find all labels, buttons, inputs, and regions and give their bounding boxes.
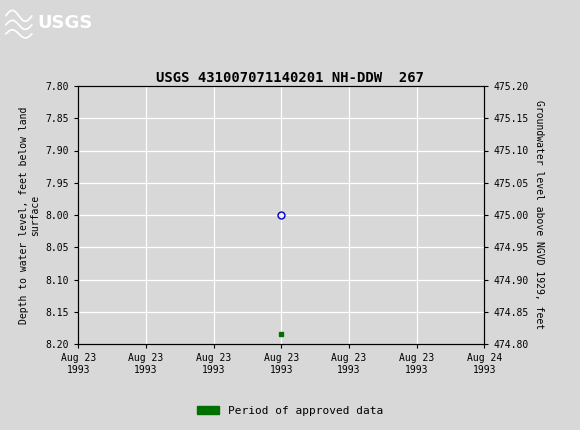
Y-axis label: Depth to water level, feet below land
surface: Depth to water level, feet below land su… xyxy=(19,106,40,324)
Text: USGS: USGS xyxy=(38,15,93,33)
Legend: Period of approved data: Period of approved data xyxy=(193,401,387,420)
Y-axis label: Groundwater level above NGVD 1929, feet: Groundwater level above NGVD 1929, feet xyxy=(534,101,544,329)
Text: USGS 431007071140201 NH-DDW  267: USGS 431007071140201 NH-DDW 267 xyxy=(156,71,424,85)
